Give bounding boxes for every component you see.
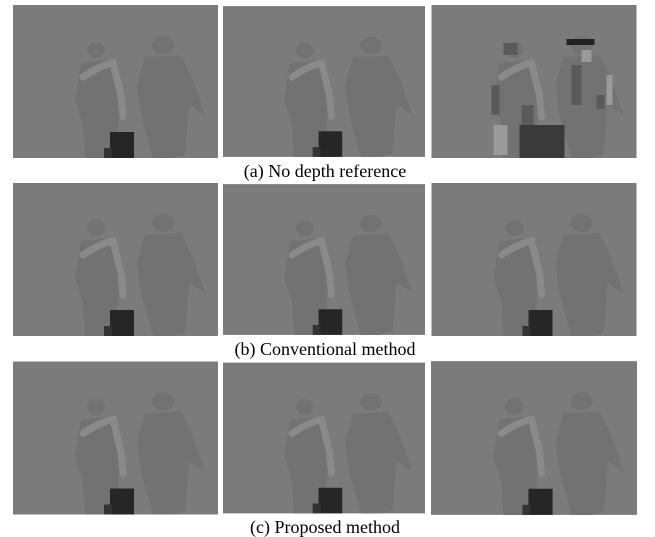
panels	[0, 0, 655, 537]
depth-map	[223, 6, 425, 157]
depth-map	[13, 183, 218, 336]
figure: (a) No depth reference (b) Conventional …	[0, 0, 655, 537]
caption: (c) Proposed method	[0, 517, 650, 537]
depth-map	[432, 183, 637, 336]
depth-map	[223, 184, 425, 335]
caption: (b) Conventional method	[0, 339, 650, 359]
depth-map	[13, 362, 218, 515]
row-b	[13, 183, 637, 336]
depth-map	[431, 361, 637, 515]
caption: (a) No depth reference	[0, 161, 650, 181]
depth-map	[432, 5, 637, 158]
row-a	[13, 5, 637, 158]
depth-map	[223, 363, 425, 514]
row-c	[13, 361, 637, 515]
depth-map	[13, 5, 218, 158]
